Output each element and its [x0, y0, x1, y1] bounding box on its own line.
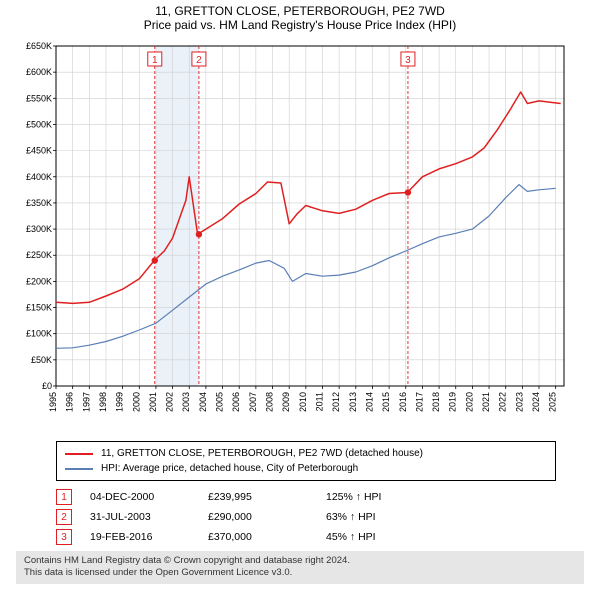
svg-text:2021: 2021	[481, 392, 491, 412]
footer-line1: Contains HM Land Registry data © Crown c…	[24, 555, 576, 567]
svg-text:2001: 2001	[148, 392, 158, 412]
legend-label: 11, GRETTON CLOSE, PETERBOROUGH, PE2 7WD…	[101, 446, 423, 461]
marker-date: 19-FEB-2016	[90, 531, 190, 543]
marker-pct: 45% ↑ HPI	[326, 531, 426, 543]
svg-text:2011: 2011	[314, 392, 324, 411]
footer-attribution: Contains HM Land Registry data © Crown c…	[16, 551, 584, 584]
chart-title-address: 11, GRETTON CLOSE, PETERBOROUGH, PE2 7WD	[8, 4, 592, 18]
marker-row: 2 31-JUL-2003 £290,000 63% ↑ HPI	[56, 507, 556, 527]
marker-badge: 1	[56, 489, 72, 505]
svg-text:2003: 2003	[181, 392, 191, 412]
svg-text:£650K: £650K	[26, 41, 52, 51]
svg-text:£600K: £600K	[26, 67, 52, 77]
svg-text:2023: 2023	[514, 392, 524, 412]
legend-swatch	[65, 453, 93, 455]
svg-text:£0: £0	[42, 381, 52, 391]
marker-price: £239,995	[208, 491, 308, 503]
svg-text:2017: 2017	[414, 392, 424, 412]
marker-row: 1 04-DEC-2000 £239,995 125% ↑ HPI	[56, 487, 556, 507]
svg-text:3: 3	[405, 55, 411, 66]
marker-date: 31-JUL-2003	[90, 511, 190, 523]
marker-row: 3 19-FEB-2016 £370,000 45% ↑ HPI	[56, 527, 556, 547]
marker-table: 1 04-DEC-2000 £239,995 125% ↑ HPI 2 31-J…	[56, 487, 556, 547]
svg-text:2018: 2018	[431, 392, 441, 412]
svg-text:2016: 2016	[398, 392, 408, 412]
svg-text:2014: 2014	[364, 392, 374, 412]
svg-text:2020: 2020	[464, 392, 474, 412]
legend-item-hpi: HPI: Average price, detached house, City…	[65, 461, 547, 476]
svg-text:2000: 2000	[131, 392, 141, 412]
svg-text:2013: 2013	[348, 392, 358, 412]
legend-item-property: 11, GRETTON CLOSE, PETERBOROUGH, PE2 7WD…	[65, 446, 547, 461]
svg-text:1999: 1999	[115, 392, 125, 412]
marker-date: 04-DEC-2000	[90, 491, 190, 503]
svg-text:£150K: £150K	[26, 303, 52, 313]
svg-text:2008: 2008	[265, 392, 275, 412]
marker-pct: 63% ↑ HPI	[326, 511, 426, 523]
marker-badge: 2	[56, 509, 72, 525]
svg-text:£250K: £250K	[26, 250, 52, 260]
svg-text:£300K: £300K	[26, 224, 52, 234]
svg-text:2002: 2002	[165, 392, 175, 412]
svg-text:£400K: £400K	[26, 172, 52, 182]
svg-text:1997: 1997	[81, 392, 91, 412]
svg-text:2005: 2005	[215, 392, 225, 412]
page-root: 11, GRETTON CLOSE, PETERBOROUGH, PE2 7WD…	[0, 0, 600, 584]
chart-title-subtitle: Price paid vs. HM Land Registry's House …	[8, 18, 592, 32]
svg-text:2019: 2019	[448, 392, 458, 412]
svg-text:£350K: £350K	[26, 198, 52, 208]
svg-text:£200K: £200K	[26, 276, 52, 286]
svg-text:2009: 2009	[281, 392, 291, 412]
svg-text:1996: 1996	[65, 392, 75, 412]
svg-text:1995: 1995	[48, 392, 58, 412]
svg-text:2: 2	[196, 55, 202, 66]
svg-text:2015: 2015	[381, 392, 391, 412]
svg-text:2007: 2007	[248, 392, 258, 412]
line-chart-svg: £0 £50K £100K £150K £200K £250K £300K £350K £400…	[8, 38, 592, 433]
footer-line2: This data is licensed under the Open Gov…	[24, 567, 576, 579]
svg-text:£100K: £100K	[26, 329, 52, 339]
svg-text:£550K: £550K	[26, 93, 52, 103]
marker-price: £370,000	[208, 531, 308, 543]
svg-text:1: 1	[152, 55, 158, 66]
svg-text:2024: 2024	[531, 392, 541, 412]
svg-text:1998: 1998	[98, 392, 108, 412]
svg-text:2022: 2022	[498, 392, 508, 412]
svg-text:2012: 2012	[331, 392, 341, 412]
legend-label: HPI: Average price, detached house, City…	[101, 461, 358, 476]
svg-text:£50K: £50K	[31, 355, 52, 365]
chart-title-block: 11, GRETTON CLOSE, PETERBOROUGH, PE2 7WD…	[8, 4, 592, 32]
svg-text:2025: 2025	[548, 392, 558, 412]
svg-text:2006: 2006	[231, 392, 241, 412]
svg-text:£500K: £500K	[26, 119, 52, 129]
chart-area: £0 £50K £100K £150K £200K £250K £300K £350K £400…	[8, 38, 592, 433]
legend-swatch	[65, 468, 93, 470]
svg-text:2010: 2010	[298, 392, 308, 412]
legend: 11, GRETTON CLOSE, PETERBOROUGH, PE2 7WD…	[56, 441, 556, 481]
svg-text:£450K: £450K	[26, 146, 52, 156]
marker-pct: 125% ↑ HPI	[326, 491, 426, 503]
marker-price: £290,000	[208, 511, 308, 523]
marker-badge: 3	[56, 529, 72, 545]
svg-text:2004: 2004	[198, 392, 208, 412]
